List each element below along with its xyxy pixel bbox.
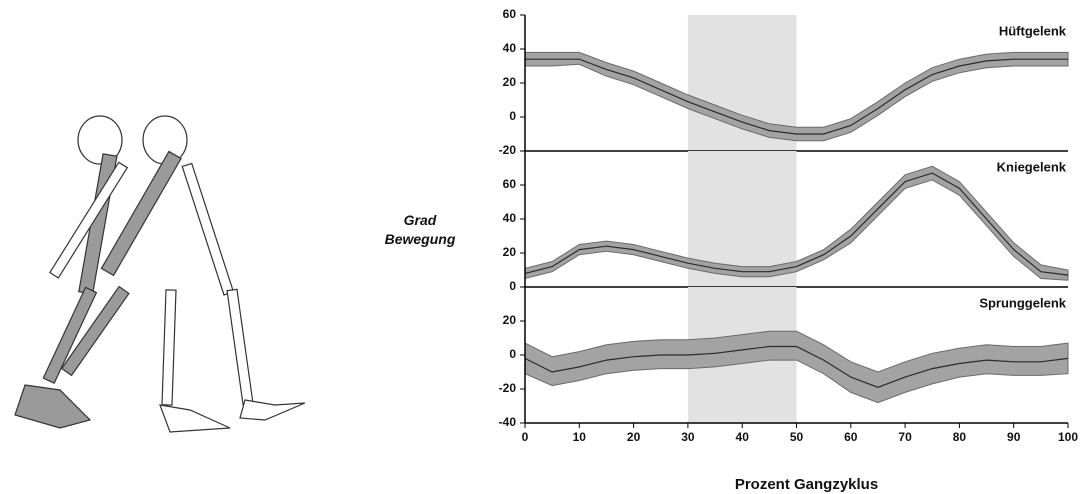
x-tick-label: 0 [522, 430, 529, 444]
y-tick-label: 20 [503, 75, 517, 89]
panel-title: Sprunggelenk [979, 295, 1066, 310]
x-tick-label: 60 [844, 430, 858, 444]
x-tick-label: 10 [573, 430, 587, 444]
x-tick-label: 90 [1007, 430, 1021, 444]
y-tick-label: -20 [499, 143, 517, 157]
y-tick-label: -40 [499, 415, 517, 429]
x-tick-label: 70 [898, 430, 912, 444]
plot: -20 0 20 40 60 Hüftgelenk 0 20 40 60 Kniegelenk Gra… [385, 7, 1079, 493]
y-axis-label-word: Bewegung [385, 231, 456, 247]
y-axis-label: Grad Bewegung [385, 212, 456, 247]
skeleton-illustration [14, 115, 306, 433]
y-tick-label: 60 [503, 177, 517, 191]
y-tick-label: 40 [503, 41, 517, 55]
x-axis-label: Prozent Gangzyklus [735, 476, 878, 493]
y-tick-label: 20 [503, 313, 517, 327]
mean-line [525, 58, 1068, 135]
x-tick-label: 100 [1058, 430, 1078, 444]
y-tick-label: 0 [509, 347, 516, 361]
panel-title: Kniegelenk [997, 159, 1067, 174]
band [524, 330, 1069, 404]
y-tick-label: -20 [499, 381, 517, 395]
x-tick-label: 30 [681, 430, 695, 444]
y-axis-label-word: Grad [404, 212, 437, 228]
y-tick-label: 40 [503, 211, 517, 225]
x-tick-label: 20 [627, 430, 641, 444]
y-tick-label: 60 [503, 7, 517, 21]
band [524, 165, 1069, 281]
mean-line [524, 345, 1069, 388]
panel-title: Hüftgelenk [999, 23, 1067, 38]
x-tick-label: 80 [953, 430, 967, 444]
mean-line [524, 172, 1069, 276]
x-tick-label: 40 [736, 430, 750, 444]
y-tick-label: 0 [509, 109, 516, 123]
x-tick-label: 50 [790, 430, 804, 444]
y-tick-label: 0 [509, 279, 516, 293]
y-tick-label: 20 [503, 245, 517, 259]
